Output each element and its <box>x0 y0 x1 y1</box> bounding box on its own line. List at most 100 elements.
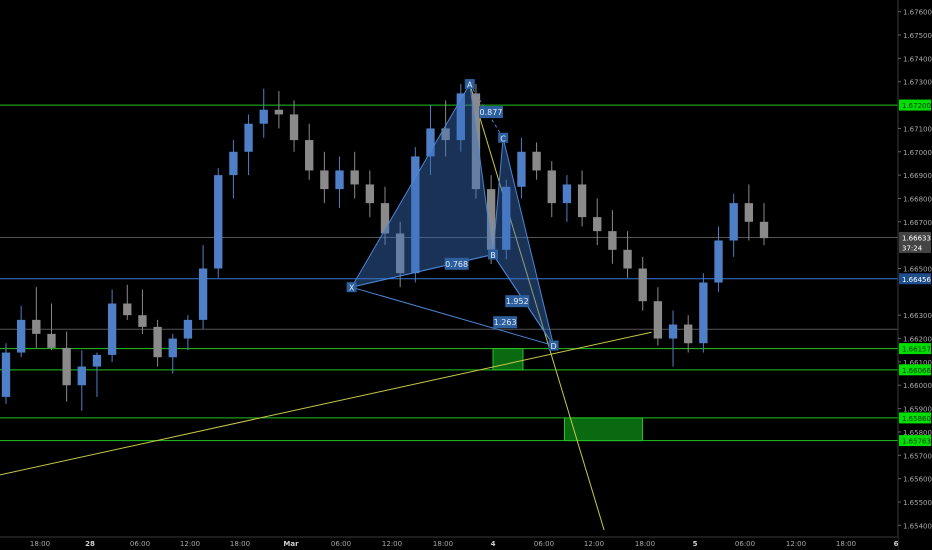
candle-body <box>593 217 602 232</box>
candle-body <box>123 303 132 316</box>
price-tick-label: 1.65900 <box>903 406 932 414</box>
candle-body <box>153 326 162 358</box>
candle-body <box>547 170 556 204</box>
ratio-label: 1.952 <box>506 297 529 306</box>
trendline-1[interactable] <box>469 83 605 531</box>
ratio-label: 1.263 <box>494 318 517 327</box>
demand-zone-0[interactable] <box>492 348 524 371</box>
candle-body <box>16 319 26 353</box>
price-tick-label: 1.66300 <box>903 312 932 320</box>
time-tick-label: 12:00 <box>786 540 806 548</box>
price-tick-label: 1.67000 <box>903 149 932 157</box>
candle-body <box>562 184 572 204</box>
price-tick-label: 1.65700 <box>903 452 932 460</box>
ratio-label-box <box>493 316 518 329</box>
price-tick-label: 1.67600 <box>903 9 932 17</box>
candle-body <box>411 156 420 274</box>
time-tick-label: 18:00 <box>433 540 453 548</box>
candle-body <box>668 324 678 339</box>
price-tick-label: 1.66100 <box>903 359 932 367</box>
price-label-box <box>899 364 931 376</box>
pattern-point-label: C <box>500 134 506 143</box>
pattern-leg-XB <box>351 254 494 288</box>
price-label-text: 1.66633 <box>902 234 931 242</box>
price-tick-label: 1.66200 <box>903 336 932 344</box>
price-label-box <box>899 241 931 253</box>
candle-body <box>714 240 723 283</box>
price-label-text: 37:24 <box>902 244 923 252</box>
candle-body <box>517 151 526 187</box>
price-axis: 1.67600 1.67500 1.67400 1.67300 1.67100 1.670… <box>897 0 932 550</box>
pattern-point-C[interactable] <box>498 132 509 143</box>
trendline-0[interactable] <box>0 331 652 499</box>
candle-body <box>289 114 299 141</box>
time-tick-label: 12:00 <box>382 540 402 548</box>
candle-body <box>456 93 465 141</box>
price-label-text: 1.67200 <box>902 102 931 110</box>
price-label-box <box>899 273 931 285</box>
candle-body <box>653 301 663 339</box>
price-label-text: 1.66066 <box>902 367 931 375</box>
price-tick-label: 1.66900 <box>903 172 932 180</box>
price-label-text: 1.65763 <box>902 438 931 446</box>
trendlines <box>0 83 652 531</box>
candle-body <box>441 128 450 141</box>
candle-body <box>107 303 117 355</box>
time-tick-label: 18:00 <box>635 540 655 548</box>
pattern-point-label: A <box>467 81 473 90</box>
candle-body <box>380 203 390 234</box>
pattern-point-label: D <box>551 342 557 351</box>
candlesticks <box>1 84 769 411</box>
price-tick-label: 1.66000 <box>903 382 932 390</box>
price-tick-label: 1.67500 <box>903 32 932 40</box>
time-tick-label: 28 <box>85 540 95 548</box>
time-tick-label: 6 <box>894 540 899 548</box>
time-axis-background <box>0 537 898 550</box>
candle-body <box>684 324 693 344</box>
candle-body <box>320 170 329 190</box>
candle-body <box>244 123 253 152</box>
price-tick-label: 1.67300 <box>903 79 932 87</box>
time-tick-label: 5 <box>693 540 698 548</box>
time-axis: 18:00 28 06:00 12:00 18:00 Mar 06:00 12:00 18:00… <box>0 536 899 550</box>
price-label-box <box>899 99 931 111</box>
candle-body <box>729 203 738 241</box>
price-tick-label: 1.65500 <box>903 499 932 507</box>
candle-body <box>62 347 71 386</box>
time-tick-label: 12:00 <box>584 540 604 548</box>
candle-body <box>744 203 754 222</box>
pattern-point-B[interactable] <box>488 249 498 260</box>
price-tick-label: 1.66700 <box>903 219 932 227</box>
candle-body <box>183 319 193 339</box>
candle-body <box>502 186 511 250</box>
pattern-point-D[interactable] <box>548 340 559 351</box>
pattern-point-A[interactable] <box>464 79 475 90</box>
price-tick-label: 1.65800 <box>903 429 932 437</box>
time-tick-label: 06:00 <box>735 540 755 548</box>
price-label-box <box>899 343 931 355</box>
candle-body <box>365 184 375 204</box>
pattern-leg-XD <box>351 286 554 347</box>
time-tick-label: 4 <box>491 540 496 548</box>
price-label-box <box>899 435 931 447</box>
candle-body <box>638 268 647 302</box>
price-tick-label: 1.66800 <box>903 195 932 203</box>
candle-body <box>168 338 177 358</box>
price-tick-label: 1.65400 <box>903 522 932 530</box>
candle-body <box>1 352 11 397</box>
candle-body <box>699 282 708 344</box>
price-label-text: 1.66456 <box>902 276 931 284</box>
candle-body <box>577 184 587 218</box>
candle-body <box>77 366 86 386</box>
price-tick-label: 1.67100 <box>903 125 932 133</box>
price-label-box <box>899 412 931 424</box>
demand-zone-1[interactable] <box>564 417 643 442</box>
pattern-point-X[interactable] <box>346 282 357 293</box>
candle-body <box>395 233 405 274</box>
candle-body <box>229 151 238 176</box>
time-tick-label: 18:00 <box>836 540 856 548</box>
ratio-label-box <box>505 295 530 308</box>
harmonic-pattern: X A B C D 0.877 0.768 1.952 1.263 <box>346 79 559 351</box>
candle-body <box>759 221 769 239</box>
